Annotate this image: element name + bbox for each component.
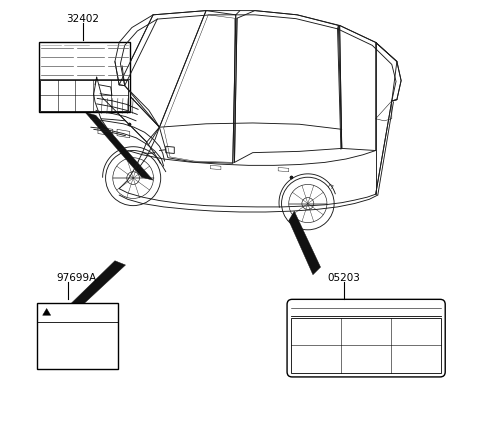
Bar	[38, 42, 130, 112]
Polygon shape	[67, 261, 126, 310]
Polygon shape	[289, 211, 321, 275]
FancyBboxPatch shape	[287, 299, 445, 377]
Bar	[37, 303, 118, 369]
Polygon shape	[43, 309, 51, 315]
Bar	[291, 318, 442, 373]
Polygon shape	[85, 112, 153, 180]
Text: 05203: 05203	[327, 273, 360, 283]
Text: 97699A: 97699A	[57, 273, 97, 283]
Text: 32402: 32402	[67, 14, 100, 24]
Bar	[40, 80, 128, 111]
